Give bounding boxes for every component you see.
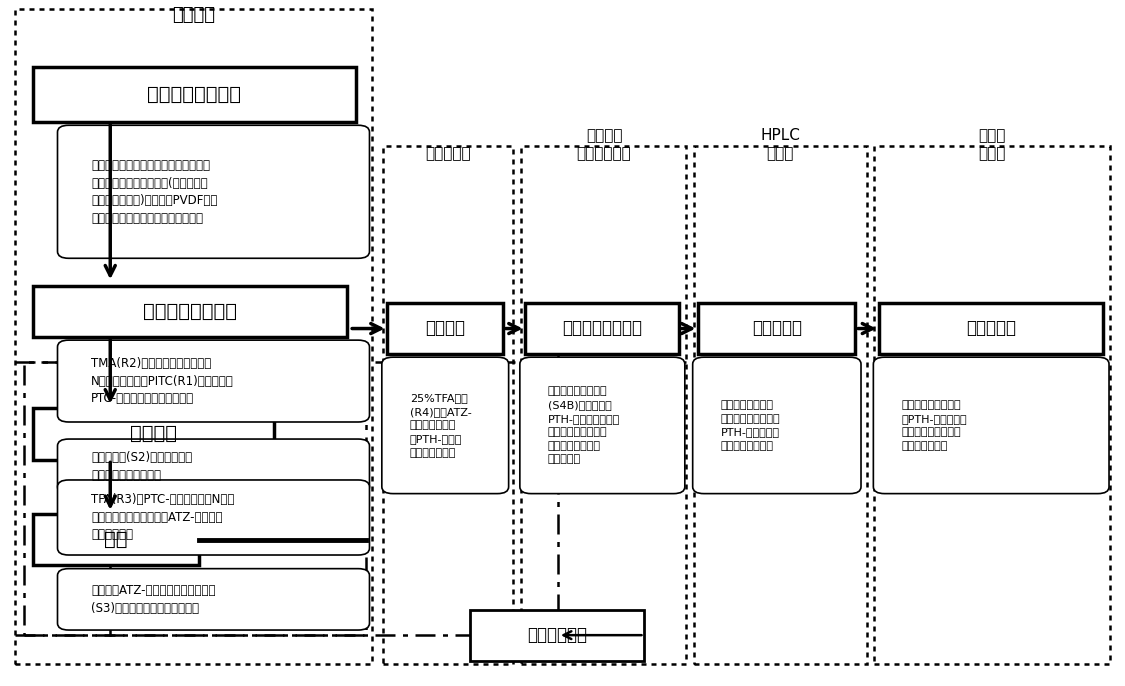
Text: エドマン分解: エドマン分解 — [528, 626, 587, 644]
Bar — [33, 285, 346, 337]
Text: コンバータ: コンバータ — [425, 145, 471, 161]
Text: TFA(R3)でPTC-タンパク質のN末端
ペプチド結合を切断し、ATZ-アミノ酸
を形成する。: TFA(R3)でPTC-タンパク質のN末端 ペプチド結合を切断し、ATZ-アミノ… — [91, 493, 234, 541]
FancyBboxPatch shape — [521, 145, 686, 664]
Bar — [24, 362, 366, 635]
Text: 25%TFA溶液
(R4)で、ATZ-
アミノ酸を安定
なPTH-アミノ
酸へ転換する。: 25%TFA溶液 (R4)で、ATZ- アミノ酸を安定 なPTH-アミノ 酸へ転… — [410, 393, 471, 458]
Text: 分離・検出: 分離・検出 — [752, 319, 802, 338]
Text: インジェクション: インジェクション — [562, 319, 642, 338]
Text: ポリブレン処理をしたガラスフィルタ
ーに固定化したサンプル(タンパク質
およびペプチド)、またはPVDF膜に
固定化したサンプルをセットする。: ポリブレン処理をしたガラスフィルタ ーに固定化したサンプル(タンパク質 およびペ… — [91, 159, 217, 224]
Text: HPLC
分析部: HPLC 分析部 — [760, 128, 800, 161]
Text: サンプル
インジェクタ: サンプル インジェクタ — [577, 128, 631, 161]
Text: 切断反応: 切断反応 — [130, 425, 177, 443]
Text: 酢酸エチル(S2)で過剰試薬、
副生成物を洗浄する。: 酢酸エチル(S2)で過剰試薬、 副生成物を洗浄する。 — [91, 451, 192, 482]
FancyBboxPatch shape — [694, 145, 866, 664]
Bar — [33, 408, 274, 460]
Text: 転換反応: 転換反応 — [425, 319, 466, 338]
Text: 逆相分配クロマト
グラフィーによって
PTH-アミノ酸を
分離・検出する。: 逆相分配クロマト グラフィーによって PTH-アミノ酸を 分離・検出する。 — [721, 400, 781, 451]
Text: サンプルの固定化: サンプルの固定化 — [147, 85, 242, 104]
FancyBboxPatch shape — [381, 357, 508, 494]
FancyBboxPatch shape — [57, 439, 369, 494]
Text: TMA(R2)雰囲気でタンパク質の
N末端アミノ基にPITC(R1)を反応させ
PTC-タンパク質を生成する。: TMA(R2)雰囲気でタンパク質の N末端アミノ基にPITC(R1)を反応させ … — [91, 357, 234, 405]
Text: アセトニトリル溶液
(S4B)で溶解した
PTH-アミノ酸をイン
ジェクタで高速液体
クロマトグラフに
注入する。: アセトニトリル溶液 (S4B)で溶解した PTH-アミノ酸をイン ジェクタで高速… — [548, 386, 620, 464]
FancyBboxPatch shape — [57, 569, 369, 630]
FancyBboxPatch shape — [57, 126, 369, 259]
FancyBboxPatch shape — [57, 340, 369, 422]
FancyBboxPatch shape — [874, 145, 1110, 664]
Text: データ
処理部: データ 処理部 — [979, 128, 1006, 161]
FancyBboxPatch shape — [15, 10, 371, 664]
Bar — [33, 514, 199, 565]
FancyBboxPatch shape — [382, 145, 513, 664]
Text: データ解析: データ解析 — [966, 319, 1016, 338]
Text: リアクタ: リアクタ — [172, 6, 215, 24]
FancyBboxPatch shape — [57, 480, 369, 555]
Text: 抽出: 抽出 — [105, 530, 127, 549]
Bar — [33, 67, 356, 122]
Bar — [525, 303, 680, 354]
Text: データの表示・記録
やPTH-アミノ酸の
同定・定量・収率計
算などを行う。: データの表示・記録 やPTH-アミノ酸の 同定・定量・収率計 算などを行う。 — [901, 400, 967, 451]
Text: 遊離したATZ-アミノ酸を塩化ブチル
(S3)でコンバータに抽出する。: 遊離したATZ-アミノ酸を塩化ブチル (S3)でコンバータに抽出する。 — [91, 584, 216, 615]
Bar — [387, 303, 503, 354]
Bar — [699, 303, 855, 354]
Bar — [470, 610, 645, 661]
FancyBboxPatch shape — [693, 357, 861, 494]
FancyBboxPatch shape — [873, 357, 1109, 494]
Bar — [879, 303, 1104, 354]
FancyBboxPatch shape — [520, 357, 685, 494]
Text: カップリング反応: カップリング反応 — [143, 302, 237, 320]
